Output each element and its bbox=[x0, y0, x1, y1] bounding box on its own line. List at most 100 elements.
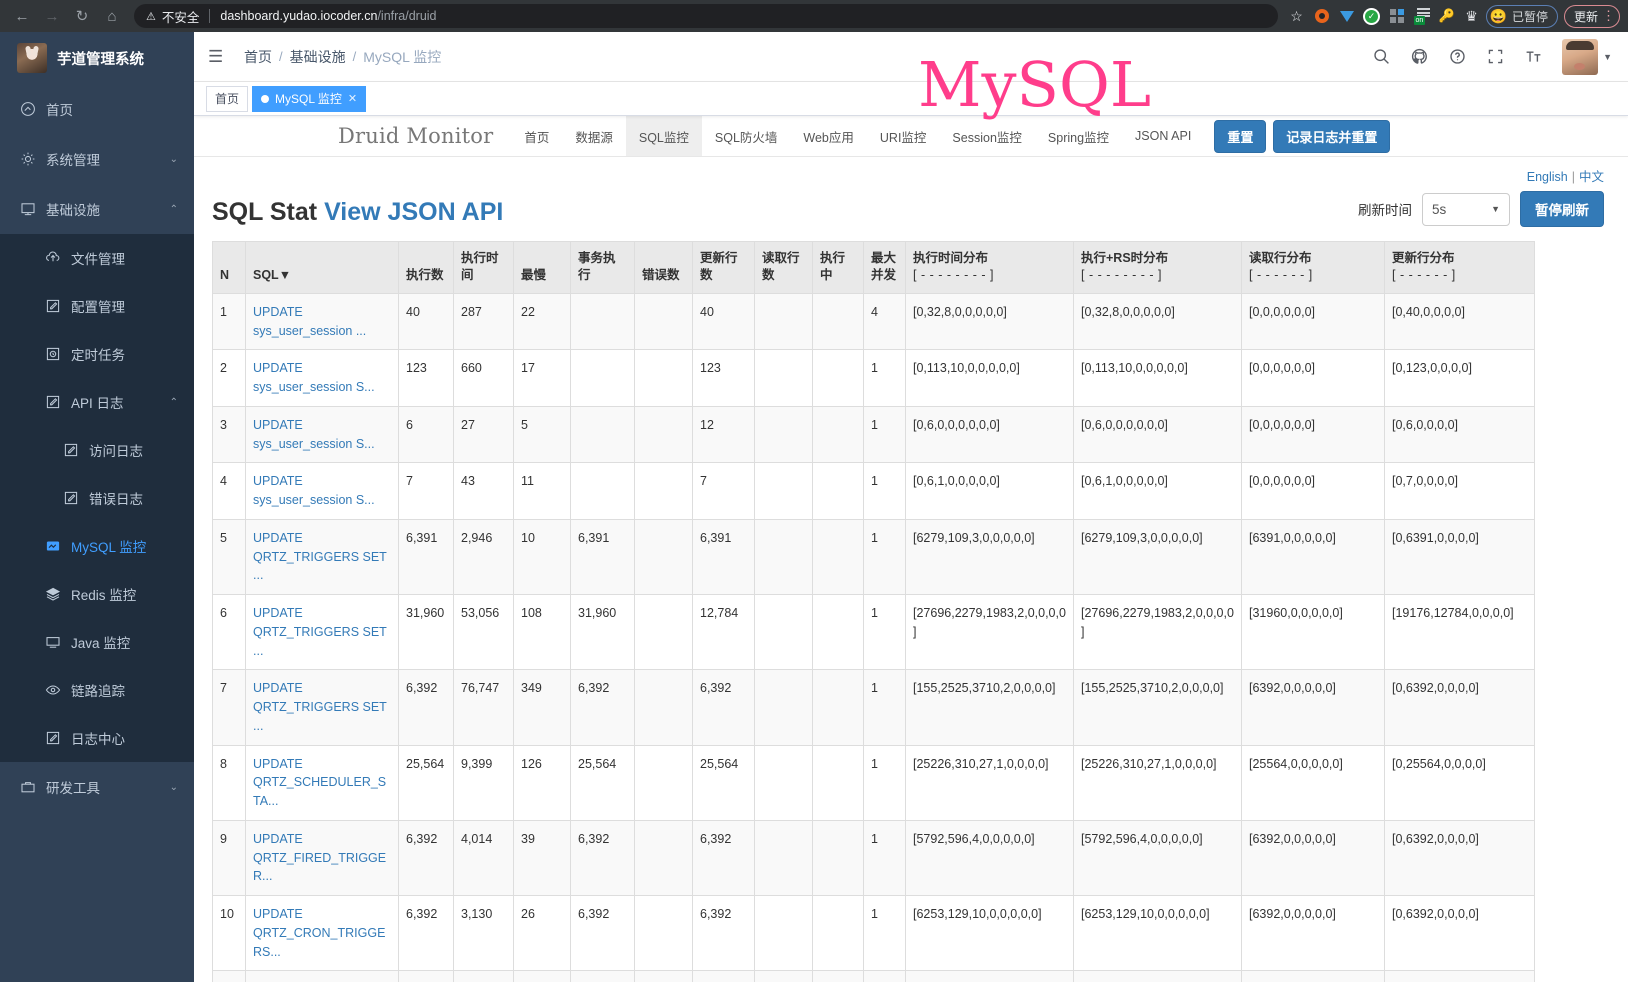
github-icon[interactable] bbox=[1410, 47, 1429, 66]
col-error-count[interactable]: 错误数 bbox=[634, 241, 693, 294]
sidebar-item-api-log[interactable]: API 日志 ⌃ bbox=[0, 378, 194, 426]
reset-button[interactable]: 重置 bbox=[1214, 119, 1267, 153]
cell-exec-rs-dist: [0,6,0,0,0,0,0,0] bbox=[1073, 405, 1242, 464]
cell-sql[interactable]: UPDATE QRTZ_FIRED_TRIGGER... bbox=[245, 819, 399, 897]
sidebar-brand[interactable]: 芋道管理系统 bbox=[0, 32, 194, 84]
sidebar-item-config-manage[interactable]: 配置管理 bbox=[0, 282, 194, 330]
cell-sql[interactable]: UPDATE QRTZ_TRIGGERS SET ... bbox=[245, 669, 399, 746]
sql-link[interactable]: UPDATE sys_user_session S... bbox=[253, 417, 375, 451]
sql-link[interactable]: UPDATE QRTZ_SCHEDULER_STA... bbox=[253, 756, 387, 809]
druid-brand[interactable]: Druid Monitor bbox=[338, 124, 494, 148]
cell-sql[interactable]: UPDATE sys_user_session ... bbox=[245, 292, 399, 351]
sidebar-item-log-center[interactable]: 日志中心 bbox=[0, 714, 194, 762]
sidebar-item-dev-tools[interactable]: 研发工具 ⌄ bbox=[0, 762, 194, 812]
sidebar-item-trace[interactable]: 链路追踪 bbox=[0, 666, 194, 714]
druid-nav-json-api[interactable]: JSON API bbox=[1135, 129, 1192, 143]
extension-green-check-icon[interactable]: ✓ bbox=[1361, 5, 1383, 27]
log-and-reset-button[interactable]: 记录日志并重置 bbox=[1273, 119, 1391, 153]
forward-arrow-icon[interactable]: → bbox=[44, 7, 60, 25]
profile-paused-chip[interactable]: 😀 已暂停 bbox=[1485, 4, 1558, 28]
home-icon[interactable]: ⌂ bbox=[107, 7, 117, 25]
druid-nav-home[interactable]: 首页 bbox=[524, 130, 550, 145]
sql-link[interactable]: UPDATE QRTZ_CRON_TRIGGERS... bbox=[253, 907, 386, 959]
pause-refresh-button[interactable]: 暂停刷新 bbox=[1520, 191, 1604, 227]
breadcrumb-item-home[interactable]: 首页 bbox=[244, 48, 272, 65]
druid-nav-web-app[interactable]: Web应用 bbox=[803, 130, 854, 145]
cell-sql[interactable]: UPDATE sys_user_session S... bbox=[245, 405, 399, 464]
col-n[interactable]: N bbox=[212, 241, 246, 294]
cell-tx-exec bbox=[570, 349, 635, 407]
druid-nav-session-monitor[interactable]: Session监控 bbox=[952, 130, 1022, 145]
address-bar[interactable]: ⚠ 不安全 dashboard.yudao.iocoder.cn/infra/d… bbox=[134, 4, 1278, 28]
sidebar-item-java-monitor[interactable]: Java 监控 bbox=[0, 618, 194, 666]
sidebar-item-scheduled-task[interactable]: 定时任务 bbox=[0, 330, 194, 378]
col-update-rows[interactable]: 更新行数 bbox=[692, 241, 755, 294]
col-exec-count[interactable]: 执行数 bbox=[398, 241, 454, 294]
col-exec-rs-dist[interactable]: 执行+RS时分布 [ - - - - - - - - ] bbox=[1073, 241, 1242, 294]
close-icon[interactable]: ✕ bbox=[347, 93, 358, 105]
extension-key-icon[interactable]: 🔑 bbox=[1438, 8, 1455, 23]
lang-english-link[interactable]: English bbox=[1526, 170, 1568, 184]
cell-sql[interactable]: UPDATE QRTZ_CRON_TRIGGERS... bbox=[245, 894, 399, 972]
druid-nav-datasource[interactable]: 数据源 bbox=[575, 130, 613, 145]
col-running[interactable]: 执行中 bbox=[812, 241, 864, 294]
extension-orange-icon[interactable] bbox=[1311, 5, 1333, 27]
col-update-row-dist[interactable]: 更新行分布 [ - - - - - - ] bbox=[1384, 241, 1535, 294]
sql-link[interactable]: UPDATE sys_user_session S... bbox=[253, 361, 375, 394]
refresh-interval-select[interactable]: 5s ▼ bbox=[1422, 192, 1510, 226]
sql-link[interactable]: UPDATE QRTZ_FIRED_TRIGGER... bbox=[253, 831, 387, 884]
avatar-menu[interactable]: ▼ bbox=[1562, 38, 1612, 75]
cell-sql[interactable]: UPDATE QRTZ_TRIGGERS SET ... bbox=[245, 593, 399, 671]
sql-link[interactable]: UPDATE QRTZ_TRIGGERS SET ... bbox=[253, 606, 387, 658]
view-json-api-link[interactable]: View JSON API bbox=[324, 198, 504, 226]
fullscreen-icon[interactable] bbox=[1486, 47, 1505, 66]
sidebar-item-infrastructure[interactable]: 基础设施 ⌃ bbox=[0, 184, 194, 234]
sidebar-item-mysql-monitor[interactable]: MySQL 监控 bbox=[0, 522, 194, 570]
sql-link[interactable]: UPDATE QRTZ_TRIGGERS SET ... bbox=[253, 681, 387, 733]
sidebar-item-file-manage[interactable]: 文件管理 bbox=[0, 234, 194, 282]
druid-nav-uri-monitor[interactable]: URI监控 bbox=[879, 130, 927, 145]
font-size-icon[interactable] bbox=[1524, 47, 1543, 66]
col-read-row-dist[interactable]: 读取行分布 [ - - - - - - ] bbox=[1241, 241, 1385, 294]
update-button[interactable]: 更新 ⋮ bbox=[1563, 4, 1620, 28]
tag-home[interactable]: 首页 bbox=[206, 85, 249, 112]
cell-sql[interactable]: UPDATE sys_user_session S... bbox=[245, 462, 399, 520]
sidebar-item-system[interactable]: 系统管理 ⌄ bbox=[0, 134, 194, 184]
extension-grid-icon[interactable] bbox=[1386, 5, 1408, 27]
col-read-rows[interactable]: 读取行数 bbox=[754, 241, 813, 294]
druid-nav-sql-firewall[interactable]: SQL防火墙 bbox=[714, 130, 778, 145]
extensions-puzzle-icon[interactable]: ♛ bbox=[1465, 7, 1478, 24]
extension-on-badge-icon[interactable]: on bbox=[1411, 5, 1433, 27]
druid-nav-spring-monitor[interactable]: Spring监控 bbox=[1047, 130, 1110, 145]
col-sql[interactable]: SQL▼ bbox=[245, 241, 399, 294]
search-icon[interactable] bbox=[1372, 47, 1391, 66]
reload-icon[interactable]: ↻ bbox=[75, 8, 89, 25]
cell-sql[interactable]: UPDATE sys_user_session S... bbox=[245, 349, 399, 407]
back-arrow-icon[interactable]: ← bbox=[14, 7, 30, 25]
sidebar-item-redis-monitor[interactable]: Redis 监控 bbox=[0, 570, 194, 618]
druid-nav-sql-monitor[interactable]: SQL监控 bbox=[625, 116, 702, 156]
browser-toolbar: ← → ↻ ⌂ ⚠ 不安全 dashboard.yudao.iocoder.cn… bbox=[0, 0, 1628, 32]
col-exec-time-dist[interactable]: 执行时间分布 [ - - - - - - - - ] bbox=[905, 241, 1074, 294]
help-circle-icon[interactable] bbox=[1448, 47, 1467, 66]
sql-link[interactable]: UPDATE sys_user_session S... bbox=[253, 474, 375, 507]
sidebar-item-access-log[interactable]: 访问日志 bbox=[0, 426, 194, 474]
cell-sql[interactable]: UPDATE QRTZ_SCHEDULER_STA... bbox=[245, 744, 399, 821]
sql-link[interactable]: UPDATE sys_user_session ... bbox=[253, 304, 367, 338]
col-exec-time[interactable]: 执行时间 bbox=[453, 241, 514, 294]
hamburger-icon[interactable]: ☰ bbox=[208, 46, 224, 66]
star-icon[interactable]: ☆ bbox=[1290, 7, 1303, 24]
lang-chinese-link[interactable]: 中文 bbox=[1578, 170, 1604, 184]
kebab-menu-icon[interactable]: ⋮ bbox=[1602, 8, 1615, 23]
breadcrumb-item-infrastructure[interactable]: 基础设施 bbox=[289, 48, 346, 65]
cell-sql[interactable]: UPDATE QRTZ_TRIGGERS SET ... bbox=[245, 518, 399, 596]
col-slowest[interactable]: 最慢 bbox=[513, 241, 571, 294]
extension-gem-icon[interactable] bbox=[1336, 5, 1358, 27]
sidebar-item-home[interactable]: 首页 bbox=[0, 84, 194, 134]
col-tx-exec[interactable]: 事务执行 bbox=[570, 241, 635, 294]
sidebar-item-error-log[interactable]: 错误日志 bbox=[0, 474, 194, 522]
sql-link[interactable]: UPDATE QRTZ_TRIGGERS SET ... bbox=[253, 530, 387, 583]
tag-mysql-monitor[interactable]: MySQL 监控 ✕ bbox=[252, 85, 367, 112]
cell-sql[interactable]: UPDATE inf_job_log SET e... bbox=[245, 970, 399, 982]
col-max-concurrent[interactable]: 最大并发 bbox=[863, 241, 906, 294]
